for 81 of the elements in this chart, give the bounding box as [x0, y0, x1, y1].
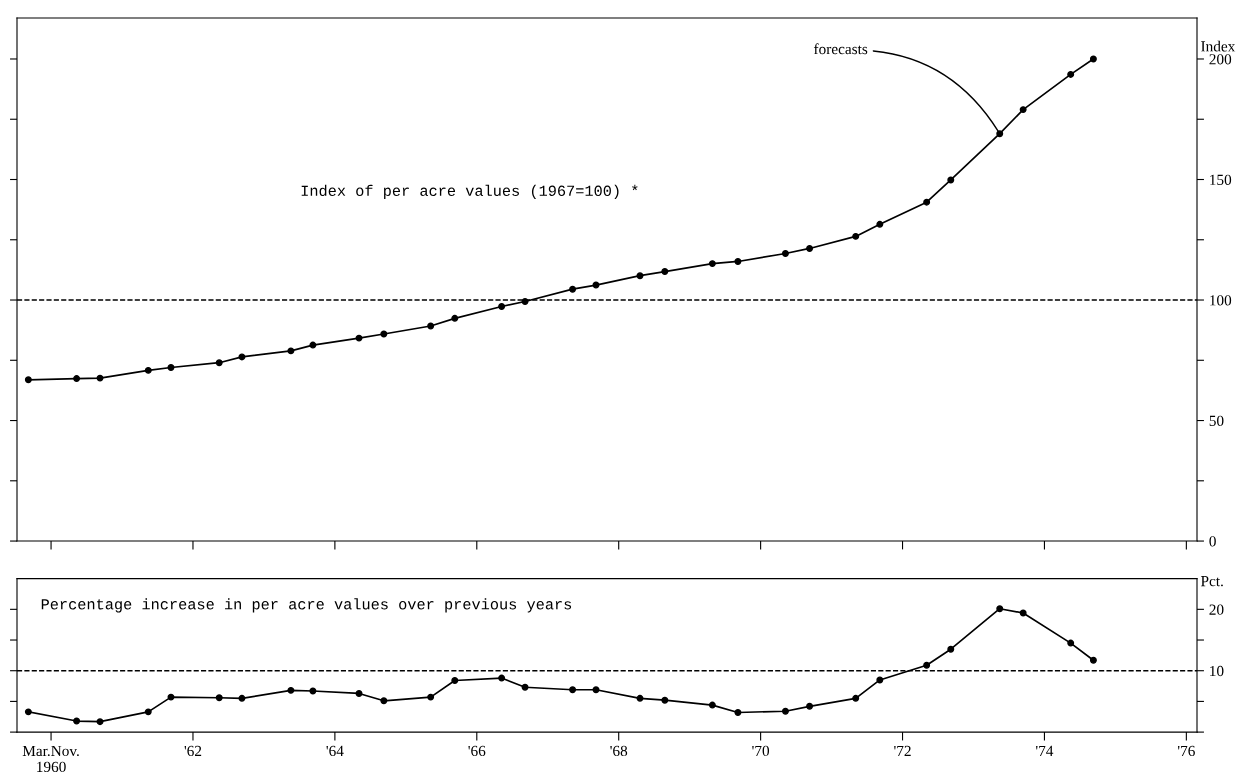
- point: [238, 353, 246, 361]
- point: [24, 376, 32, 384]
- point: [451, 314, 459, 322]
- point: [781, 707, 789, 715]
- y-tick-label: 100: [1210, 295, 1232, 306]
- point: [781, 250, 789, 257]
- point: [876, 220, 884, 228]
- point: [427, 693, 435, 701]
- point: [592, 686, 600, 694]
- x-tick-label: '72: [894, 745, 911, 756]
- point: [923, 198, 931, 206]
- annotation: Percentage increase in per acre values over previous years: [41, 598, 572, 613]
- point: [1067, 70, 1075, 78]
- point: [521, 683, 529, 691]
- annotation: Index of per acre values (1967=100) *: [301, 184, 638, 200]
- point: [355, 689, 363, 697]
- point: [852, 232, 860, 240]
- y-tick-label: 150: [1210, 174, 1232, 185]
- x-tick-label: '64: [326, 745, 344, 757]
- point: [569, 285, 577, 293]
- point: [309, 687, 317, 695]
- point: [734, 257, 742, 265]
- point: [144, 366, 152, 374]
- point: [309, 341, 317, 349]
- point: [167, 364, 175, 371]
- point: [947, 645, 955, 653]
- point: [96, 374, 104, 382]
- point: [1067, 639, 1075, 647]
- point: [287, 686, 295, 694]
- point: [876, 676, 884, 684]
- point: [238, 694, 246, 702]
- point: [806, 244, 814, 252]
- point: [708, 701, 716, 709]
- point: [708, 260, 716, 268]
- x-tick-label: Mar.Nov. 1960: [22, 745, 79, 773]
- x-tick-label: '76: [1177, 745, 1195, 757]
- point: [215, 359, 223, 367]
- point: [661, 696, 669, 704]
- point: [215, 694, 223, 702]
- point: [380, 697, 388, 705]
- point: [1019, 609, 1027, 617]
- point: [806, 702, 814, 710]
- point: [73, 717, 81, 725]
- x-tick-label: '70: [752, 745, 770, 757]
- y-tick-label: 20: [1209, 604, 1224, 615]
- point: [427, 322, 435, 330]
- point: [287, 347, 295, 355]
- point: [852, 694, 860, 702]
- point: [947, 176, 955, 184]
- point: [996, 130, 1004, 138]
- y-tick-label: 50: [1209, 415, 1224, 426]
- point: [167, 693, 175, 701]
- point: [521, 297, 529, 305]
- x-tick-label: '68: [610, 745, 628, 757]
- point: [73, 375, 81, 383]
- point: [1089, 656, 1097, 664]
- point: [636, 272, 644, 280]
- point: [380, 330, 388, 338]
- point: [451, 677, 459, 685]
- point: [636, 694, 644, 702]
- x-tick-label: '74: [1036, 745, 1054, 756]
- y-tick-label: 0: [1209, 536, 1216, 547]
- y-tick-label: 200: [1209, 54, 1232, 65]
- point: [996, 605, 1004, 613]
- point: [1019, 106, 1027, 114]
- point: [498, 674, 506, 682]
- point: [1089, 55, 1097, 63]
- x-tick-label: '66: [468, 745, 486, 757]
- y-axis-title: Pct.: [1200, 576, 1223, 587]
- point: [661, 268, 669, 276]
- point: [498, 303, 506, 310]
- point: [144, 708, 152, 716]
- point: [96, 718, 104, 726]
- point: [734, 708, 742, 716]
- x-tick-label: '62: [184, 745, 202, 757]
- point: [569, 686, 577, 694]
- point: [24, 708, 32, 716]
- point: [923, 661, 931, 669]
- annotation: forecasts: [813, 43, 868, 55]
- y-tick-label: 10: [1210, 665, 1224, 677]
- y-axis-title: Index: [1201, 40, 1236, 52]
